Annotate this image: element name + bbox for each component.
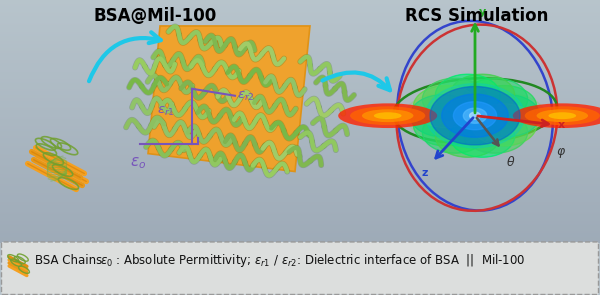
Polygon shape [463,108,487,123]
FancyBboxPatch shape [1,242,599,294]
Text: BSA Chains: BSA Chains [35,254,102,267]
Text: $\varepsilon_{r1}$: $\varepsilon_{r1}$ [157,105,175,118]
Polygon shape [436,74,515,157]
Polygon shape [413,86,536,146]
Polygon shape [430,86,520,145]
Polygon shape [422,78,527,153]
Polygon shape [413,86,536,146]
Polygon shape [410,95,540,137]
Polygon shape [413,86,536,146]
Polygon shape [425,83,524,148]
Polygon shape [470,112,481,119]
Text: y: y [479,7,486,17]
Text: $\varepsilon_{o}$: $\varepsilon_{o}$ [130,155,146,171]
Polygon shape [422,78,527,153]
Text: RCS Simulation: RCS Simulation [406,7,548,25]
Ellipse shape [536,109,588,122]
Polygon shape [413,86,536,146]
Text: $\theta$: $\theta$ [506,155,516,169]
Polygon shape [148,26,310,172]
Ellipse shape [374,112,401,119]
Text: x: x [558,120,565,130]
Ellipse shape [362,109,413,122]
Polygon shape [422,78,527,153]
Text: $\varepsilon_0$ : Absolute Permittivity; $\varepsilon_{r1}$ / $\varepsilon_{r2}$: $\varepsilon_0$ : Absolute Permittivity;… [100,252,526,269]
Polygon shape [442,94,508,137]
Ellipse shape [548,112,576,119]
Polygon shape [436,74,515,157]
Ellipse shape [524,106,600,125]
Polygon shape [410,95,540,137]
Polygon shape [454,102,497,130]
Ellipse shape [513,103,600,128]
Polygon shape [405,94,545,137]
Polygon shape [436,74,515,157]
Ellipse shape [338,103,437,128]
Text: $\varepsilon_{r2}$: $\varepsilon_{r2}$ [237,90,255,103]
Text: z: z [422,168,428,178]
Text: $\varphi$: $\varphi$ [556,146,566,160]
Text: BSA@Mil-100: BSA@Mil-100 [94,7,217,25]
Polygon shape [436,74,515,157]
Ellipse shape [350,106,425,125]
Polygon shape [422,78,527,153]
